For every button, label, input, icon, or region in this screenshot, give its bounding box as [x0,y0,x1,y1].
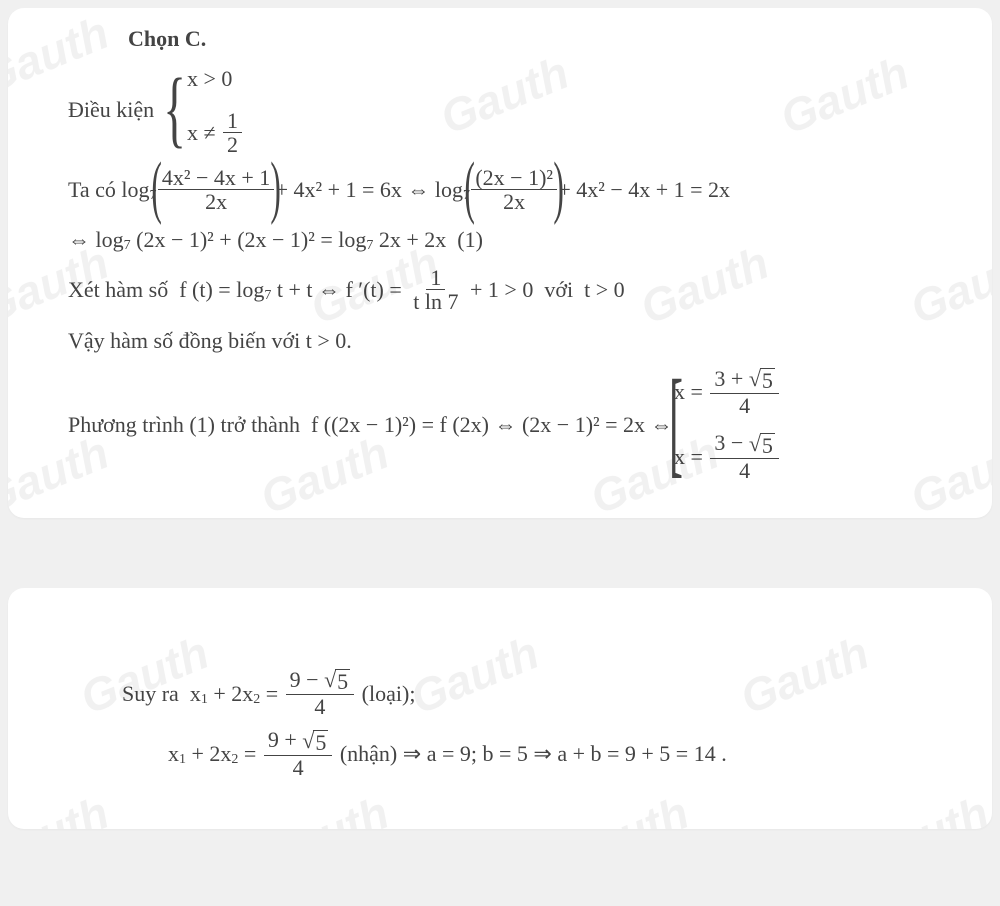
page: Gauth Gauth Gauth Gauth Gauth Gauth Gaut… [0,8,1000,906]
frac: 9 − √5 4 [286,668,355,719]
text: Xét hàm số f (t) = log [68,273,264,306]
frac-den: 4 [289,756,308,779]
function-line: Xét hàm số f (t) = log 7 t + t ⇔ f ′(t) … [38,266,962,313]
result-line-2: x 1 + 2x 2 = 9 + √5 4 (nhận) ⇒ a = 9; b … [38,728,962,779]
choice-label: Chọn C. [38,26,962,52]
left-brace: { [163,83,186,135]
sqrt: √5 [324,669,350,694]
text: Vậy hàm số đồng biến với t > 0. [68,324,352,357]
frac: 3 + √5 4 [710,367,779,418]
frac: (2x − 1)² 2x [471,166,557,213]
paren-right: ) [271,170,281,205]
solution-card-1: Gauth Gauth Gauth Gauth Gauth Gauth Gaut… [8,8,992,518]
sqrt: √5 [302,730,328,755]
solution-line: Phương trình (1) trở thành f ((2x − 1)²)… [38,367,962,482]
result-line-1: Suy ra x 1 + 2x 2 = 9 − √5 4 (loại); [38,668,962,719]
text: + 2x [186,737,231,770]
radicand: 5 [760,433,775,458]
frac-num: 9 + √5 [264,728,333,756]
watermark: Gauth [253,785,396,829]
frac-num: (2x − 1)² [471,166,557,190]
subscript: 2 [253,689,260,710]
text: + 1 > 0 với t > 0 [465,273,625,306]
text: t + t ⇔ f ′(t) = [271,273,407,306]
paren-left: ( [151,170,161,205]
radicand: 5 [335,669,350,694]
text: x [168,737,179,770]
num-text: 9 − [290,667,324,692]
frac: 3 − √5 4 [710,431,779,482]
frac-den: 2x [499,190,529,213]
subscript: 7 [124,235,131,256]
text: (2x − 1)² + (2x − 1)² = log [131,223,367,256]
frac-num: 4x² − 4x + 1 [158,166,274,190]
subscript: 1 [201,689,208,710]
frac-den: 2 [223,133,242,156]
equation-line-1: Ta có log 7 ( 4x² − 4x + 1 2x ) + 4x² + … [38,166,962,213]
text: + 4x² + 1 = 6x ⇔ log [276,173,463,206]
frac: 9 + √5 4 [264,728,333,779]
cond-1: x > 0 [187,62,232,95]
cond-2-frac: 1 2 [223,109,242,156]
frac-den: 4 [310,695,329,718]
frac-num: 3 + √5 [710,367,779,395]
sqrt: √5 [749,433,775,458]
radicand: 5 [760,368,775,393]
frac-num: 1 [223,109,242,133]
radicand: 5 [313,730,328,755]
solution-card-2: Gauth Gauth Gauth Gauth Gauth Gauth Gaut… [8,588,992,829]
text: = [238,737,261,770]
condition-cases: x > 0 x ≠ 1 2 [187,62,244,156]
num-text: 3 + [714,366,748,391]
watermark: Gauth [553,785,696,829]
condition-line: Điều kiện { x > 0 x ≠ 1 2 [38,62,962,156]
paren-left: ( [464,170,474,205]
text: Phương trình (1) trở thành f ((2x − 1)²)… [68,408,678,441]
solutions: x = 3 + √5 4 x = 3 − √5 [674,367,781,482]
text: Ta có log [68,173,150,206]
text: (loại); [356,677,415,710]
subscript: 1 [179,749,186,770]
subscript: 7 [366,235,373,256]
subscript: 7 [264,285,271,306]
num-text: 9 + [268,727,302,752]
text: + 4x² − 4x + 1 = 2x [558,173,730,206]
text: (nhận) ⇒ a = 9; b = 5 ⇒ a + b = 9 + 5 = … [334,737,726,770]
text: Suy ra x [122,677,201,710]
text: ⇔ log [68,223,124,256]
frac-num: 9 − √5 [286,668,355,696]
frac-den: 4 [735,459,754,482]
sqrt: √5 [749,368,775,393]
frac-num: 1 [426,266,445,290]
frac: 1 t ln 7 [409,266,462,313]
subscript: 2 [231,749,238,770]
equation-line-2: ⇔ log 7 (2x − 1)² + (2x − 1)² = log 7 2x… [38,223,962,256]
frac-den: t ln 7 [409,290,462,313]
text: = [260,677,283,710]
condition-label: Điều kiện [68,93,160,126]
frac-num: 3 − √5 [710,431,779,459]
frac-den: 4 [735,394,754,417]
num-text: 3 − [714,430,748,455]
monotone-line: Vậy hàm số đồng biến với t > 0. [38,324,962,357]
cond-2-lhs: x ≠ [187,116,221,149]
frac-den: 2x [201,190,231,213]
frac: 4x² − 4x + 1 2x [158,166,274,213]
paren-right: ) [553,170,563,205]
watermark: Gauth [853,785,992,829]
text: 2x + 2x (1) [373,223,483,256]
left-bracket: [ [669,392,683,452]
text: + 2x [208,677,253,710]
watermark: Gauth [8,785,116,829]
